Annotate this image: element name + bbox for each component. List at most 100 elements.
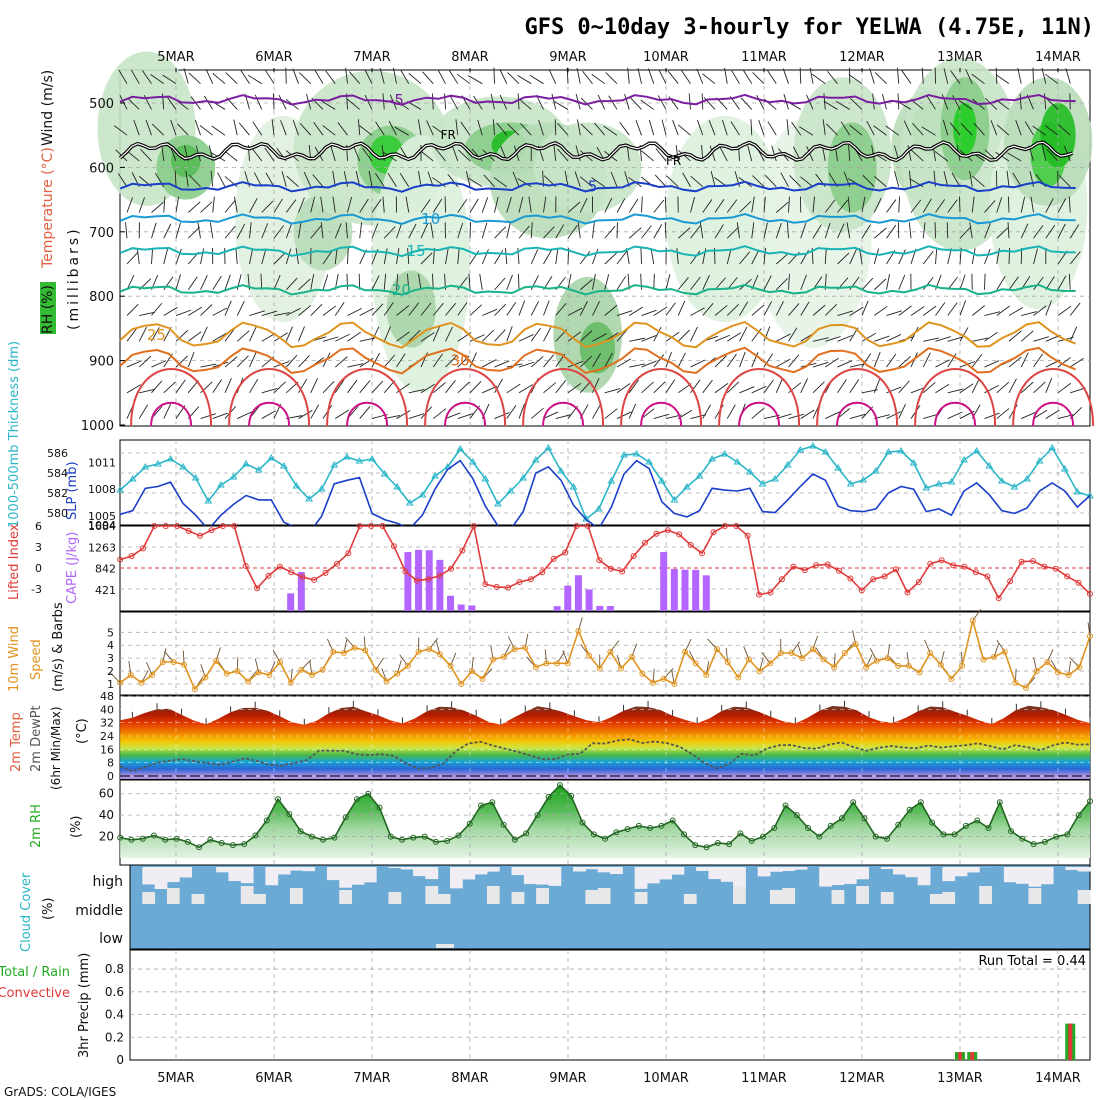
- wind-barb: [298, 410, 313, 419]
- li-point: [699, 550, 706, 557]
- wind-barb: [971, 354, 983, 368]
- wind-barb: [236, 330, 250, 342]
- rh-point: [714, 840, 721, 846]
- contour-label: 20: [392, 281, 411, 299]
- wind-barb: [947, 411, 963, 419]
- wind-barb: [432, 326, 441, 342]
- wind-barb: [923, 337, 939, 342]
- rh-line: [119, 783, 1091, 849]
- wind-barb: [874, 335, 890, 342]
- wind-barb: [653, 224, 663, 239]
- wind10m-point: [639, 670, 646, 677]
- wind-barb: [592, 300, 600, 316]
- thickness-point: [972, 447, 981, 454]
- wind-barb: [407, 248, 410, 265]
- wind-barb: [482, 359, 497, 368]
- thickness-point: [1023, 475, 1031, 482]
- wind-barb: [969, 222, 973, 239]
- precip-legend-conv: Convective: [0, 986, 70, 1001]
- wind-barb: [343, 170, 348, 187]
- cape-bar: [553, 606, 561, 611]
- contour-label: 10: [421, 210, 440, 228]
- thickness-point: [544, 444, 553, 451]
- wind-barb: [432, 198, 443, 213]
- wind-barb: [719, 146, 728, 162]
- wind-barb: [249, 198, 258, 213]
- wind-barb: [641, 334, 657, 342]
- wind-barb: [199, 125, 214, 136]
- cloud-mid-cell: [240, 886, 254, 904]
- wind-barb: [896, 67, 900, 84]
- cloud-mid-cell: [856, 886, 869, 904]
- wind-barb: [675, 145, 679, 162]
- rh-point: [320, 836, 327, 843]
- wind-barb: [458, 149, 471, 162]
- wind-barb: [310, 196, 315, 213]
- li-point: [242, 562, 249, 569]
- wind-barb: [494, 378, 503, 394]
- thickness-tick: 586: [47, 447, 68, 460]
- thickness-point: [997, 477, 1006, 484]
- wind-barb: [751, 328, 762, 342]
- dewpoint-line: [119, 738, 1091, 773]
- wind-barb: [176, 123, 189, 136]
- wind-barb: [935, 248, 938, 265]
- cloud-high-cell: [708, 867, 722, 880]
- wind-barb: [435, 148, 446, 162]
- wind-barb: [740, 97, 753, 110]
- wind-barb: [751, 352, 759, 368]
- wind10m-point: [831, 664, 838, 671]
- wind-barb: [185, 170, 189, 187]
- wind-barb: [775, 253, 789, 265]
- wind-barb: [1045, 300, 1052, 316]
- wind-barb: [1033, 305, 1047, 316]
- wind-barb: [840, 121, 851, 136]
- pressure-tick-label: 600: [89, 161, 114, 176]
- wind-barb: [861, 300, 869, 316]
- thickness-point: [796, 446, 805, 453]
- cape-bar: [702, 575, 710, 611]
- rh-point: [1053, 833, 1060, 840]
- cloud-high-cell: [142, 867, 156, 885]
- date-label-top: 13MAR: [937, 50, 983, 65]
- thickness-point: [746, 468, 754, 475]
- wind-barb: [359, 222, 363, 239]
- cloud-mid-cell: [1028, 888, 1042, 904]
- thickness-point: [305, 495, 313, 502]
- cloud-high-cell: [240, 867, 254, 884]
- wind-barb: [714, 334, 730, 342]
- cloud-high-cell: [179, 867, 193, 878]
- wind-barb: [873, 176, 887, 188]
- li-point: [835, 567, 842, 574]
- rh-point: [545, 793, 552, 800]
- wind-barb: [138, 197, 145, 213]
- wind-barb: [469, 198, 479, 213]
- cloud-mid-cell: [1077, 890, 1091, 904]
- wind-barb: [624, 93, 630, 110]
- freezing-line-inner: [119, 141, 1073, 161]
- wind-barb: [506, 326, 513, 342]
- date-label-top: 10MAR: [643, 50, 689, 65]
- date-label-top: 6MAR: [255, 50, 292, 65]
- li-point: [733, 523, 740, 529]
- cloud-mid-cell: [437, 894, 451, 904]
- rh-point: [1019, 835, 1026, 842]
- wind-barb: [449, 95, 459, 110]
- wind-barb: [837, 360, 853, 368]
- wind-barb: [676, 248, 679, 265]
- wind10m-point: [458, 681, 465, 687]
- cloud-high-cell: [942, 867, 956, 882]
- wind-barb: [971, 305, 986, 316]
- wind-barb: [837, 379, 847, 394]
- rh-point: [895, 821, 902, 828]
- wind10m-point: [245, 678, 252, 685]
- wind-barb: [494, 412, 510, 419]
- thickness-point: [342, 453, 351, 460]
- wind-barb: [321, 100, 336, 110]
- temperature-contour: [119, 212, 1076, 225]
- wind-barb: [702, 379, 713, 394]
- wind10m-point: [863, 664, 870, 671]
- wind-barb: [579, 301, 588, 316]
- temp-arc: [836, 401, 879, 427]
- wind-barb: [752, 72, 765, 85]
